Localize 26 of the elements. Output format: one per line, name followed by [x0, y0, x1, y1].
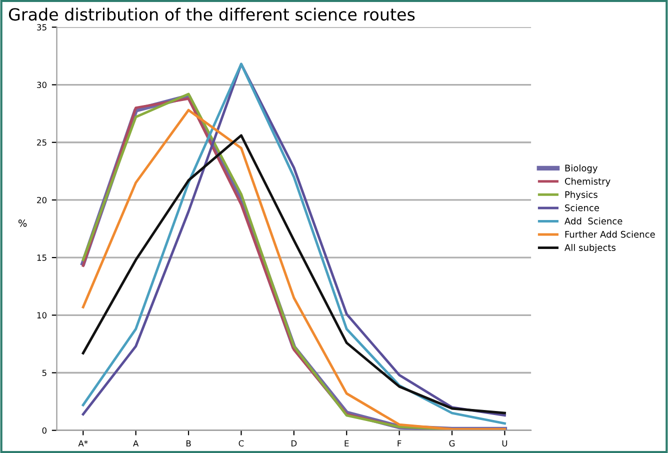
legend-label: All subjects — [564, 244, 616, 253]
legend-label: Biology — [565, 164, 598, 174]
x-tick-label: U — [502, 440, 508, 447]
y-tick-label: 0 — [42, 427, 47, 434]
y-axis-title: % — [18, 220, 27, 227]
y-tick-label: 5 — [42, 370, 46, 376]
chart-title: Grade distribution of the different science routes — [8, 8, 415, 21]
y-tick-label: 20 — [37, 196, 47, 204]
legend-label: Add Science — [564, 217, 622, 224]
y-tick-label: 35 — [37, 24, 46, 30]
x-tick-label: D — [292, 440, 297, 446]
y-tick-label: 30 — [37, 82, 47, 88]
legend-label: Science — [565, 204, 599, 212]
x-tick-label: F — [398, 440, 402, 446]
y-tick-label: 25 — [37, 139, 46, 146]
y-tick-label: 10 — [37, 312, 47, 318]
legend-label: Further Add Science — [565, 230, 655, 238]
legend-label: Chemistry — [564, 178, 610, 186]
legend-label: Physics — [565, 190, 598, 200]
x-tick-label: B — [186, 440, 191, 446]
x-tick-label: C — [238, 440, 244, 447]
x-tick-label: G — [449, 440, 455, 447]
y-tick-label: 15 — [37, 254, 46, 261]
x-tick-label: A — [133, 440, 139, 446]
x-tick-label: A* — [78, 440, 88, 446]
x-tick-label: E — [344, 440, 349, 446]
